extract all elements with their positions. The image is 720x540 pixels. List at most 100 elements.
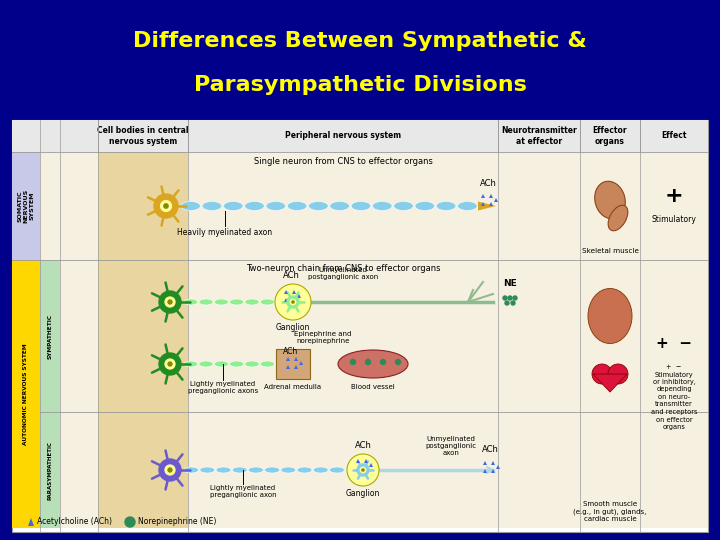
- Circle shape: [161, 200, 171, 211]
- Polygon shape: [481, 194, 485, 198]
- Polygon shape: [369, 463, 373, 467]
- Text: Smooth muscle
(e.g., in gut), glands,
cardiac muscle: Smooth muscle (e.g., in gut), glands, ca…: [573, 502, 647, 522]
- Text: Unmyelinated
postganglionic
axon: Unmyelinated postganglionic axon: [426, 436, 477, 456]
- Circle shape: [508, 296, 512, 300]
- FancyBboxPatch shape: [40, 412, 60, 528]
- Circle shape: [165, 465, 175, 475]
- Text: ACh: ACh: [482, 445, 498, 454]
- Text: PARASYMPATHETIC: PARASYMPATHETIC: [48, 441, 53, 500]
- Ellipse shape: [202, 201, 222, 211]
- Circle shape: [287, 296, 299, 308]
- Ellipse shape: [588, 288, 632, 343]
- FancyBboxPatch shape: [12, 260, 40, 528]
- Ellipse shape: [233, 467, 247, 473]
- Ellipse shape: [338, 350, 408, 378]
- Circle shape: [362, 469, 364, 471]
- Text: Effect: Effect: [661, 132, 687, 140]
- Circle shape: [164, 204, 168, 208]
- Text: ACh: ACh: [480, 179, 496, 188]
- Circle shape: [395, 360, 400, 365]
- Ellipse shape: [394, 201, 413, 211]
- Polygon shape: [292, 298, 296, 302]
- Ellipse shape: [199, 299, 213, 305]
- Circle shape: [360, 467, 366, 472]
- Circle shape: [608, 364, 628, 384]
- Circle shape: [357, 464, 369, 476]
- FancyBboxPatch shape: [12, 120, 708, 152]
- Ellipse shape: [415, 201, 435, 211]
- Circle shape: [380, 360, 385, 365]
- Text: Unmyelinated
postganglionic axon: Unmyelinated postganglionic axon: [308, 267, 378, 280]
- Polygon shape: [286, 357, 290, 361]
- Ellipse shape: [184, 361, 198, 367]
- Ellipse shape: [595, 181, 625, 219]
- Polygon shape: [294, 357, 298, 361]
- Circle shape: [505, 301, 509, 305]
- Circle shape: [168, 468, 172, 472]
- Text: Ganglion: Ganglion: [276, 323, 310, 332]
- Ellipse shape: [248, 467, 264, 473]
- Text: Blood vessel: Blood vessel: [351, 384, 395, 390]
- Circle shape: [290, 299, 296, 305]
- FancyBboxPatch shape: [12, 120, 708, 532]
- Text: Effector
organs: Effector organs: [593, 126, 627, 146]
- FancyBboxPatch shape: [98, 260, 188, 528]
- Text: Parasympathetic Divisions: Parasympathetic Divisions: [194, 75, 526, 95]
- Ellipse shape: [608, 205, 628, 231]
- Polygon shape: [478, 201, 496, 211]
- Text: Stimulatory: Stimulatory: [652, 215, 696, 225]
- Polygon shape: [297, 294, 301, 298]
- FancyBboxPatch shape: [0, 0, 720, 118]
- Text: +: +: [665, 186, 683, 206]
- Polygon shape: [489, 202, 493, 206]
- FancyBboxPatch shape: [276, 349, 310, 379]
- Circle shape: [292, 301, 294, 303]
- Polygon shape: [294, 365, 298, 369]
- Ellipse shape: [330, 201, 349, 211]
- Text: Single neuron from CNS to effector organs: Single neuron from CNS to effector organ…: [253, 157, 433, 166]
- Ellipse shape: [265, 467, 279, 473]
- Ellipse shape: [245, 361, 259, 367]
- FancyBboxPatch shape: [12, 260, 708, 528]
- FancyBboxPatch shape: [98, 152, 188, 260]
- Polygon shape: [286, 365, 290, 369]
- Circle shape: [165, 297, 175, 307]
- Ellipse shape: [181, 201, 200, 211]
- Circle shape: [125, 517, 135, 527]
- Ellipse shape: [215, 299, 228, 305]
- Polygon shape: [28, 518, 34, 526]
- Ellipse shape: [199, 361, 213, 367]
- Ellipse shape: [313, 467, 328, 473]
- Text: AUTONOMIC NERVOUS SYSTEM: AUTONOMIC NERVOUS SYSTEM: [24, 343, 29, 445]
- Text: NE: NE: [503, 279, 517, 288]
- Ellipse shape: [281, 467, 296, 473]
- Ellipse shape: [458, 201, 477, 211]
- Text: SOMATIC
NERVOUS
SYSTEM: SOMATIC NERVOUS SYSTEM: [18, 189, 35, 223]
- Text: +  −: + −: [656, 336, 692, 352]
- Ellipse shape: [184, 299, 198, 305]
- Ellipse shape: [200, 467, 215, 473]
- Text: Adrenal medulla: Adrenal medulla: [264, 384, 322, 390]
- Polygon shape: [491, 469, 495, 473]
- Circle shape: [366, 360, 371, 365]
- Ellipse shape: [261, 299, 274, 305]
- Ellipse shape: [215, 361, 228, 367]
- Polygon shape: [491, 461, 495, 465]
- Polygon shape: [299, 361, 303, 365]
- Polygon shape: [489, 194, 493, 198]
- Polygon shape: [284, 298, 288, 302]
- Polygon shape: [494, 198, 498, 202]
- Polygon shape: [481, 202, 485, 206]
- Text: Two-neuron chain from CNS to effector organs: Two-neuron chain from CNS to effector or…: [246, 264, 440, 273]
- Ellipse shape: [266, 201, 286, 211]
- Text: Differences Between Sympathetic &: Differences Between Sympathetic &: [133, 31, 587, 51]
- Circle shape: [168, 300, 172, 304]
- Text: Epinephrine and
norepinephrine: Epinephrine and norepinephrine: [294, 331, 351, 344]
- Polygon shape: [496, 465, 500, 469]
- Ellipse shape: [245, 299, 259, 305]
- Text: Lightly myelinated
preganglionic axon: Lightly myelinated preganglionic axon: [210, 485, 276, 498]
- Polygon shape: [593, 374, 627, 392]
- Circle shape: [154, 194, 178, 218]
- Circle shape: [347, 454, 379, 486]
- Ellipse shape: [287, 201, 307, 211]
